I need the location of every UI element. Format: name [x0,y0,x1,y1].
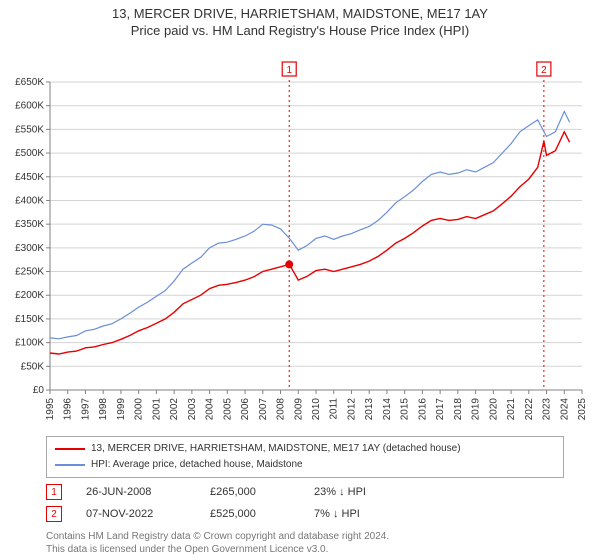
svg-text:1995: 1995 [45,398,56,421]
svg-text:2019: 2019 [471,398,482,421]
svg-text:£450K: £450K [15,172,44,183]
svg-text:2023: 2023 [542,398,553,421]
svg-text:2006: 2006 [240,398,251,421]
chart-area: £0 £50K £100K £150K £200K £250K £300K £350K £400… [0,38,600,426]
svg-text:£50K: £50K [21,361,45,372]
svg-text:2: 2 [541,65,547,76]
sale-delta: 7% ↓ HPI [314,508,360,520]
legend-swatch [55,464,85,466]
svg-text:£100K: £100K [15,338,44,349]
svg-text:2012: 2012 [346,398,357,421]
svg-text:1996: 1996 [63,398,74,421]
svg-text:£350K: £350K [15,219,44,230]
license-line: Contains HM Land Registry data © Crown c… [46,530,389,543]
license-text: Contains HM Land Registry data © Crown c… [46,530,389,556]
svg-text:2015: 2015 [400,398,411,421]
legend-item: 13, MERCER DRIVE, HARRIETSHAM, MAIDSTONE… [55,441,555,457]
legend-label: HPI: Average price, detached house, Maid… [91,457,303,473]
legend-item: HPI: Average price, detached house, Maid… [55,457,555,473]
svg-text:2016: 2016 [417,398,428,421]
svg-text:2003: 2003 [187,398,198,421]
svg-text:2000: 2000 [134,398,145,421]
svg-text:£150K: £150K [15,314,44,325]
chart-legend: 13, MERCER DRIVE, HARRIETSHAM, MAIDSTONE… [46,436,564,478]
svg-text:2017: 2017 [435,398,446,421]
sale-delta: 23% ↓ HPI [314,486,366,498]
svg-text:2005: 2005 [222,398,233,421]
sale-date: 07-NOV-2022 [86,508,186,520]
svg-text:2011: 2011 [329,398,340,420]
svg-text:1997: 1997 [80,398,91,421]
license-line: This data is licensed under the Open Gov… [46,543,389,556]
svg-text:2024: 2024 [559,398,570,421]
svg-text:1999: 1999 [116,398,127,421]
svg-text:2010: 2010 [311,398,322,421]
svg-text:2004: 2004 [205,398,216,421]
legend-swatch [55,448,85,450]
svg-text:£400K: £400K [15,195,44,206]
svg-text:2013: 2013 [364,398,375,421]
svg-text:2014: 2014 [382,398,393,421]
svg-text:2002: 2002 [169,398,180,421]
sale-date: 26-JUN-2008 [86,486,186,498]
svg-text:£650K: £650K [15,77,44,88]
svg-text:£200K: £200K [15,290,44,301]
line-chart: £0 £50K £100K £150K £200K £250K £300K £350K £400… [0,38,600,426]
svg-text:2021: 2021 [506,398,517,421]
svg-text:2022: 2022 [524,398,535,421]
svg-text:2001: 2001 [151,398,162,421]
legend-label: 13, MERCER DRIVE, HARRIETSHAM, MAIDSTONE… [91,441,461,457]
table-row: 2 07-NOV-2022 £525,000 7% ↓ HPI [46,506,366,522]
chart-title-subtitle: Price paid vs. HM Land Registry's House … [0,23,600,38]
event-badge: 1 [46,484,62,500]
svg-text:2025: 2025 [577,398,588,421]
svg-text:2020: 2020 [488,398,499,421]
event-badge: 2 [46,506,62,522]
svg-text:2008: 2008 [276,398,287,421]
sale-price: £525,000 [210,508,290,520]
svg-text:1998: 1998 [98,398,109,421]
svg-text:2009: 2009 [293,398,304,421]
chart-title-address: 13, MERCER DRIVE, HARRIETSHAM, MAIDSTONE… [0,6,600,21]
svg-text:£300K: £300K [15,243,44,254]
table-row: 1 26-JUN-2008 £265,000 23% ↓ HPI [46,484,366,500]
chart-titles: 13, MERCER DRIVE, HARRIETSHAM, MAIDSTONE… [0,0,600,38]
svg-text:2018: 2018 [453,398,464,421]
svg-text:2007: 2007 [258,398,269,421]
svg-text:£500K: £500K [15,148,44,159]
svg-text:£250K: £250K [15,267,44,278]
svg-text:£600K: £600K [15,101,44,112]
svg-text:£0: £0 [33,385,45,396]
sale-price: £265,000 [210,486,290,498]
sales-table: 1 26-JUN-2008 £265,000 23% ↓ HPI 2 07-NO… [46,484,366,528]
svg-text:£550K: £550K [15,124,44,135]
svg-text:1: 1 [286,65,292,76]
